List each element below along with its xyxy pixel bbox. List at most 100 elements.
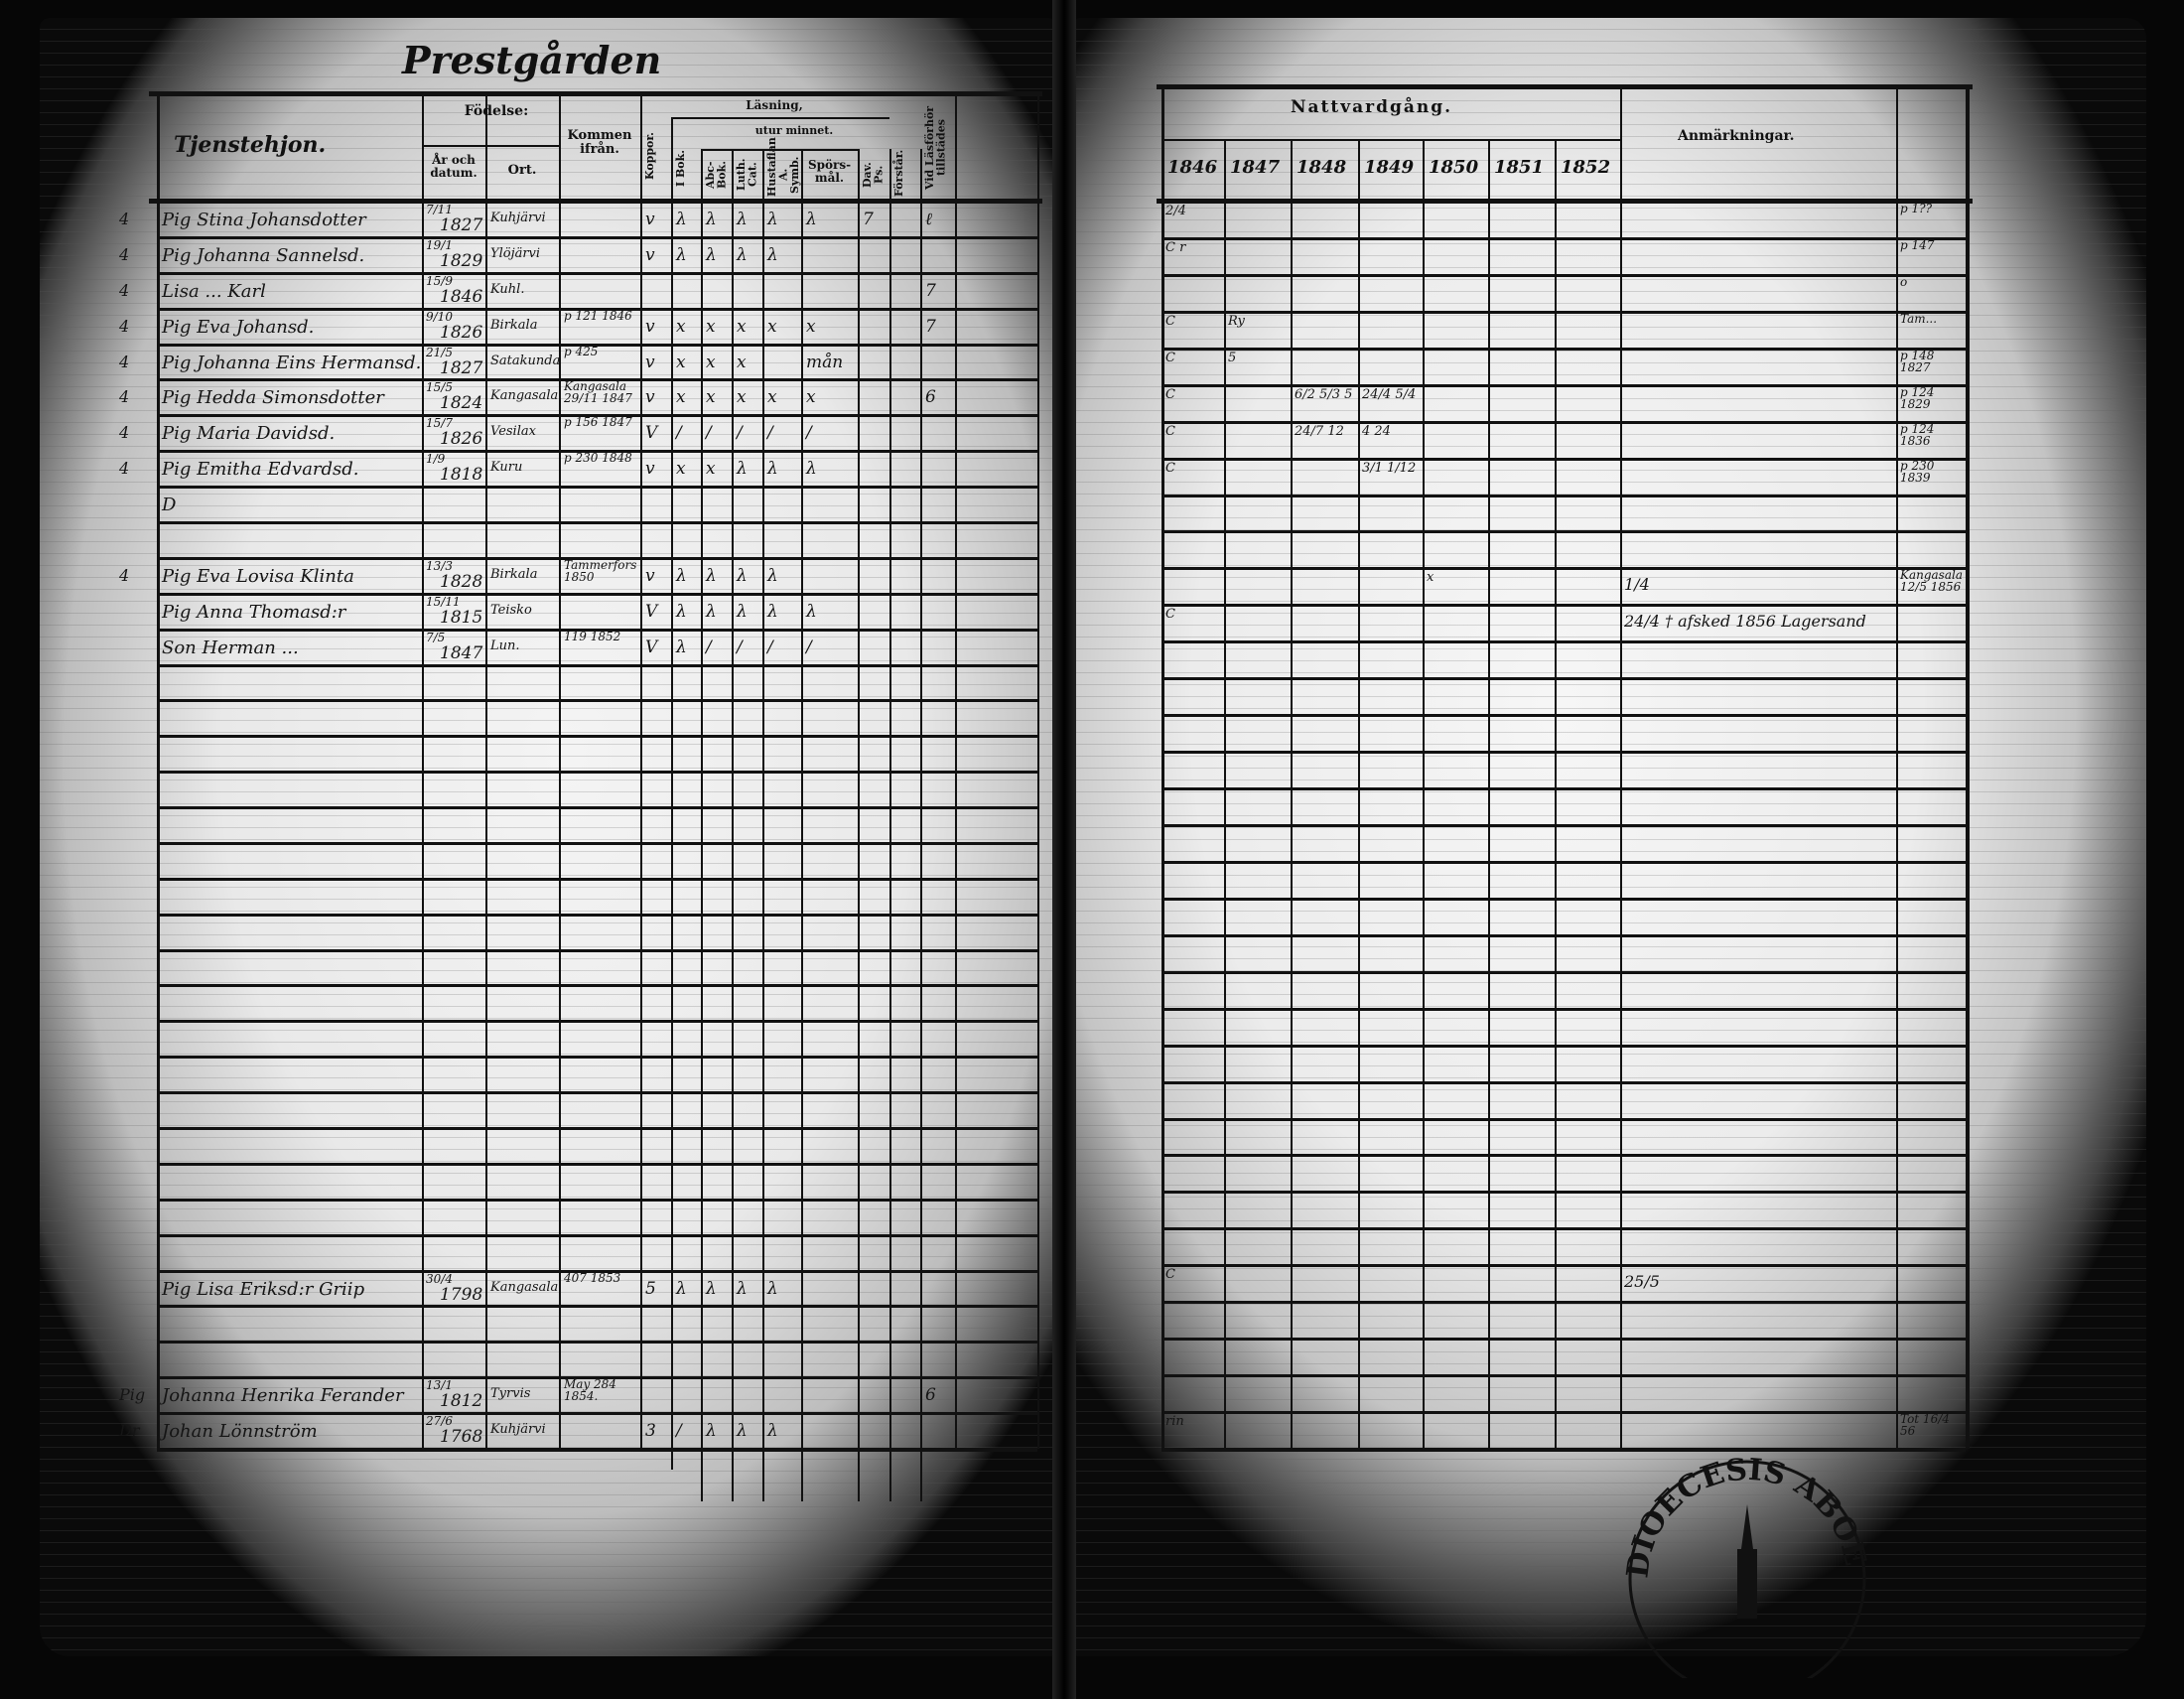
rule-line [157, 1376, 1037, 1379]
rule-line [1161, 458, 1966, 461]
rule-line [1161, 1338, 1966, 1341]
rule-line [801, 149, 803, 1501]
rule-line [1966, 87, 1970, 1449]
rule-line [157, 1091, 1037, 1094]
header-communion: Nattvardgång. [1291, 97, 1453, 117]
stamp-ring [1628, 1460, 1866, 1678]
rule-line [157, 1199, 1037, 1202]
cell-luth: λ [737, 459, 748, 479]
rule-line [1161, 311, 1966, 314]
cell-koppor: V [645, 602, 658, 622]
birth-year: 1826 [440, 429, 483, 449]
cell-hust: / [767, 637, 773, 657]
birth-year: 1815 [440, 608, 483, 628]
header-birth: Födelse: [464, 103, 529, 119]
cell-last: p 124 1829 [1900, 385, 1935, 411]
cell-spors: / [806, 423, 812, 443]
cell-spors: λ [806, 210, 817, 229]
cell-y1849: 3/1 1/12 [1362, 461, 1417, 476]
cell-y1846: C [1165, 1267, 1175, 1282]
cell-last: p 124 1836 [1900, 422, 1935, 448]
cell-ibok: x [676, 353, 686, 372]
rule-line [157, 771, 1037, 774]
header-came-from: Kommen ifrån. [567, 128, 632, 157]
cell-y1848: 6/2 5/3 5 [1295, 387, 1353, 402]
rule-line [157, 1020, 1037, 1023]
cell-koppor: v [645, 317, 655, 337]
cell-hust: λ [767, 210, 778, 229]
cell-place: Ylöjärvi [490, 246, 541, 261]
birth-date: 15/9 [426, 274, 453, 288]
cell-koppor: v [645, 387, 655, 407]
rule-line [157, 914, 1037, 917]
rule-line [1161, 421, 1966, 424]
birth-year: 1818 [440, 465, 483, 485]
rule-line [1161, 1118, 1966, 1121]
rule-line [157, 557, 1037, 560]
birth-date: 13/1 [426, 1378, 453, 1392]
birth-year: 1827 [440, 215, 483, 235]
cell-from: p 156 1847 [564, 415, 632, 429]
header-hust: Hustaflan A. Symb. [765, 137, 802, 197]
rule-line [889, 149, 891, 1501]
row-margin-mark: 4 [119, 423, 130, 442]
cell-hust: x [767, 387, 777, 407]
cell-abc: x [706, 387, 716, 407]
rule-line [157, 1056, 1037, 1059]
rule-line [1161, 971, 1966, 974]
cell-luth: λ [737, 245, 748, 265]
cell-spors: mån [806, 353, 844, 372]
rule-line [1161, 861, 1966, 864]
cell-name: Johan Lönnström [162, 1421, 318, 1442]
cell-y1846: C [1165, 314, 1175, 329]
cell-remarks: 25/5 [1624, 1272, 1660, 1291]
row-margin-mark: 4 [119, 387, 130, 406]
cell-last: Tot 16/4 56 [1900, 1412, 1950, 1438]
birth-year: 1827 [440, 358, 483, 378]
cell-from: 119 1852 [564, 630, 621, 643]
cell-from: p 121 1846 [564, 309, 632, 323]
cell-last: Tam... [1900, 312, 1938, 326]
row-margin-mark: 4 [119, 210, 130, 228]
cell-spors: x [806, 387, 816, 407]
birth-date: 7/5 [426, 631, 446, 644]
rule-line [1358, 139, 1360, 1449]
cell-last: Kangasala 12/5 1856 [1900, 568, 1963, 594]
cell-vid: 7 [925, 317, 936, 337]
cell-luth: / [737, 423, 743, 443]
cell-koppor: 5 [645, 1279, 656, 1299]
birth-date: 7/11 [426, 203, 453, 216]
rule-line [157, 308, 1037, 311]
header-reading: Läsning, [746, 98, 803, 112]
cell-vid: 6 [925, 1385, 936, 1405]
paper-ruling [40, 18, 1054, 1656]
birth-year: 1847 [440, 643, 483, 663]
rule-line [1161, 139, 1620, 141]
rule-line [149, 91, 1042, 96]
rule-line [1161, 824, 1966, 827]
birth-year: 1798 [440, 1285, 483, 1305]
cell-y1848: 24/7 12 [1295, 424, 1344, 439]
row-margin-mark: 4 [119, 566, 130, 585]
header-questions: Spörs-mål. [807, 158, 852, 185]
cell-koppor: V [645, 423, 658, 443]
rule-line [1161, 1411, 1966, 1414]
rule-line [157, 735, 1037, 738]
cell-spors: x [806, 317, 816, 337]
cell-ibok: / [676, 423, 682, 443]
rule-line [762, 149, 764, 1501]
header-remarks: Anmärkningar. [1678, 128, 1795, 144]
rule-line [157, 629, 1037, 632]
diocese-stamp: DIOECESIS ABOENSIS [1618, 1420, 1872, 1678]
rule-line [1161, 751, 1966, 754]
rule-line [1161, 677, 1966, 680]
cell-abc: λ [706, 602, 717, 622]
cell-ibok: x [676, 317, 686, 337]
cell-koppor: v [645, 459, 655, 479]
birth-year: 1812 [440, 1391, 483, 1411]
cell-dav: 7 [863, 210, 874, 229]
cell-luth: / [737, 637, 743, 657]
rule-line [1161, 495, 1966, 497]
cell-from: Tammerfors 1850 [564, 558, 637, 584]
rule-line [1157, 199, 1973, 204]
